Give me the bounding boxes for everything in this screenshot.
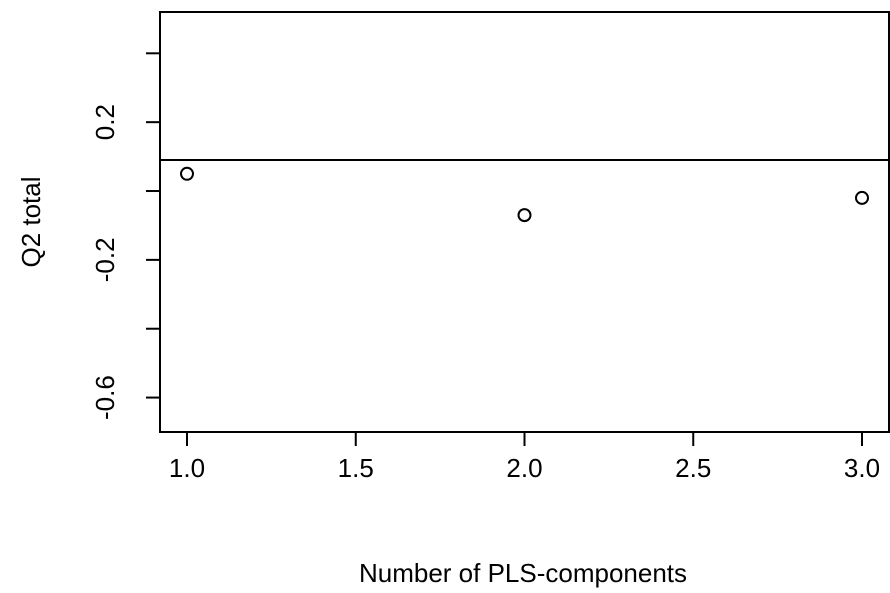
- x-axis: 1.0 1.5 2.0 2.5 3.0: [169, 432, 880, 483]
- x-tick-label: 2.5: [675, 453, 711, 483]
- y-tick-label: 0.2: [90, 104, 120, 140]
- y-axis-title: Q2 total: [16, 176, 46, 267]
- y-tick-label: -0.6: [90, 375, 120, 420]
- y-axis: -0.6 -0.2 0.2: [90, 52, 160, 420]
- data-point: [180, 166, 194, 181]
- data-points: [180, 166, 869, 223]
- data-point: [855, 190, 869, 205]
- x-tick-label: 1.0: [169, 453, 205, 483]
- data-point: [517, 208, 532, 223]
- x-tick-label: 1.5: [338, 453, 374, 483]
- x-tick-label: 3.0: [844, 453, 880, 483]
- x-axis-title: Number of PLS-components: [359, 558, 687, 588]
- x-tick-label: 2.0: [506, 453, 542, 483]
- y-tick-label: -0.2: [90, 237, 120, 282]
